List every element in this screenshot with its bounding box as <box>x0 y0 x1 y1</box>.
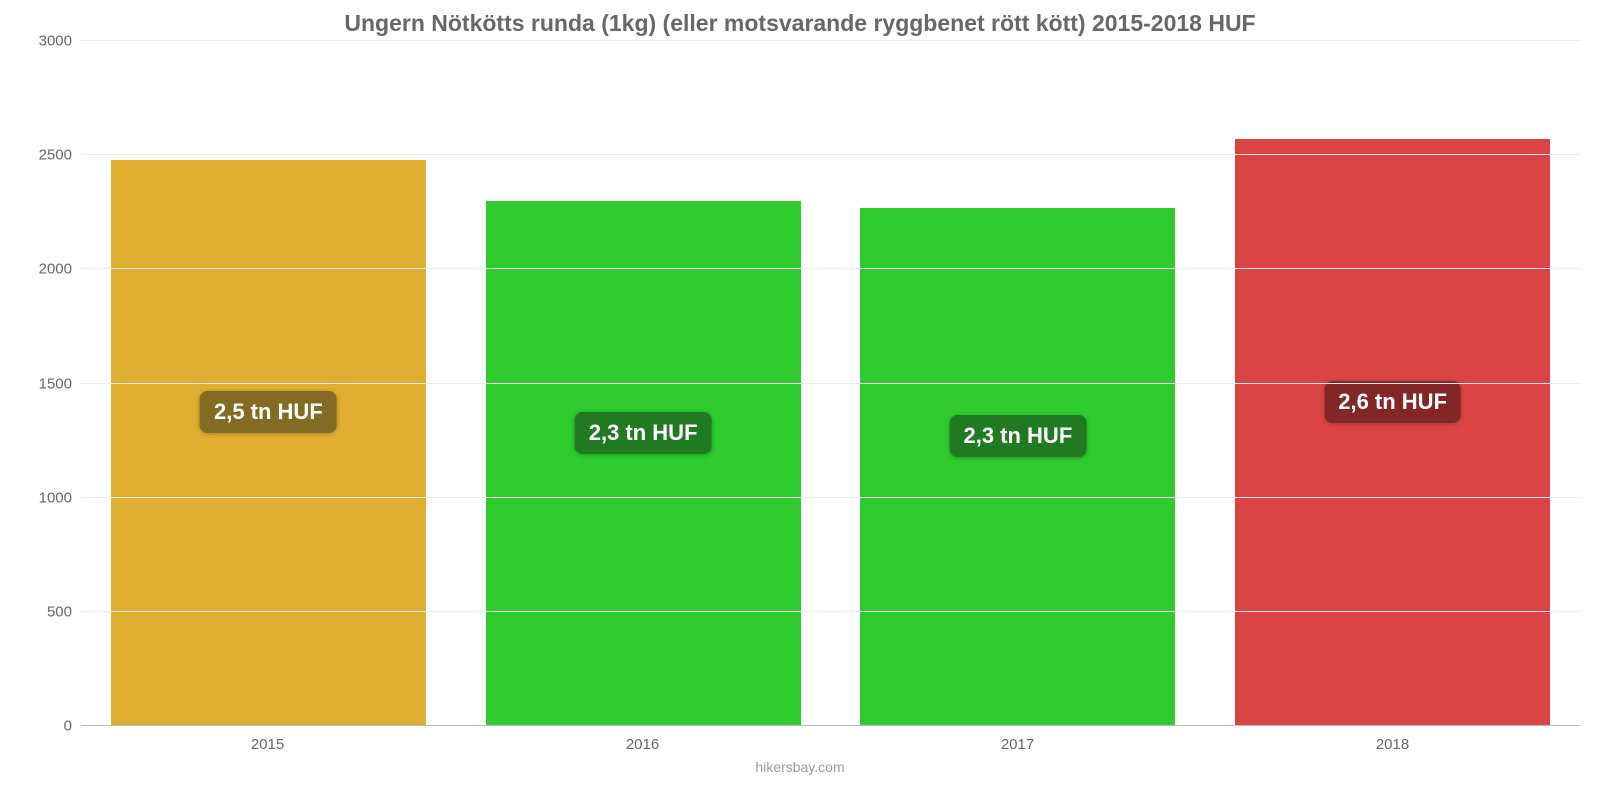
plot-row: 050010001500200025003000 2,5 tn HUF2,3 t… <box>20 41 1580 726</box>
x-tick-label: 2016 <box>455 726 830 753</box>
y-tick-label: 1500 <box>39 375 72 392</box>
bars-layer: 2,5 tn HUF 2,3 tn HUF 2,3 tn HUF 2,6 tn HUF <box>81 41 1580 726</box>
bar-slot: 2,3 tn HUF <box>831 41 1206 726</box>
chart-title: Ungern Nötkötts runda (1kg) (eller motsv… <box>20 10 1580 41</box>
bar-slot: 2,6 tn HUF <box>1205 41 1580 726</box>
y-axis: 050010001500200025003000 <box>20 41 80 726</box>
gridline <box>81 268 1580 269</box>
y-tick-label: 0 <box>64 718 72 735</box>
gridline <box>81 154 1580 155</box>
x-axis: 2015201620172018 <box>20 726 1580 753</box>
bar-slot: 2,5 tn HUF <box>81 41 456 726</box>
gridline <box>81 383 1580 384</box>
x-tick-label: 2018 <box>1205 726 1580 753</box>
bar: 2,3 tn HUF <box>486 201 801 726</box>
gridline <box>81 611 1580 612</box>
bar: 2,6 tn HUF <box>1235 139 1550 726</box>
gridline <box>81 40 1580 41</box>
bar-slot: 2,3 tn HUF <box>456 41 831 726</box>
y-tick-label: 500 <box>47 603 72 620</box>
bar-value-label: 2,6 tn HUF <box>1324 381 1461 423</box>
x-axis-labels: 2015201620172018 <box>80 726 1580 753</box>
x-tick-label: 2017 <box>830 726 1205 753</box>
y-tick-label: 1000 <box>39 489 72 506</box>
y-tick-label: 2000 <box>39 261 72 278</box>
x-tick-label: 2015 <box>80 726 455 753</box>
plot-area: 2,5 tn HUF 2,3 tn HUF 2,3 tn HUF 2,6 tn HUF <box>80 41 1580 726</box>
baseline <box>81 725 1580 726</box>
bar-value-label: 2,3 tn HUF <box>949 415 1086 457</box>
chart-footer: hikersbay.com <box>20 753 1580 775</box>
bar: 2,3 tn HUF <box>860 208 1175 726</box>
y-tick-label: 3000 <box>39 33 72 50</box>
gridline <box>81 497 1580 498</box>
bar: 2,5 tn HUF <box>111 160 426 726</box>
bar-value-label: 2,5 tn HUF <box>200 391 337 433</box>
y-tick-label: 2500 <box>39 147 72 164</box>
bar-value-label: 2,3 tn HUF <box>575 412 712 454</box>
bar-chart: Ungern Nötkötts runda (1kg) (eller motsv… <box>0 0 1600 800</box>
